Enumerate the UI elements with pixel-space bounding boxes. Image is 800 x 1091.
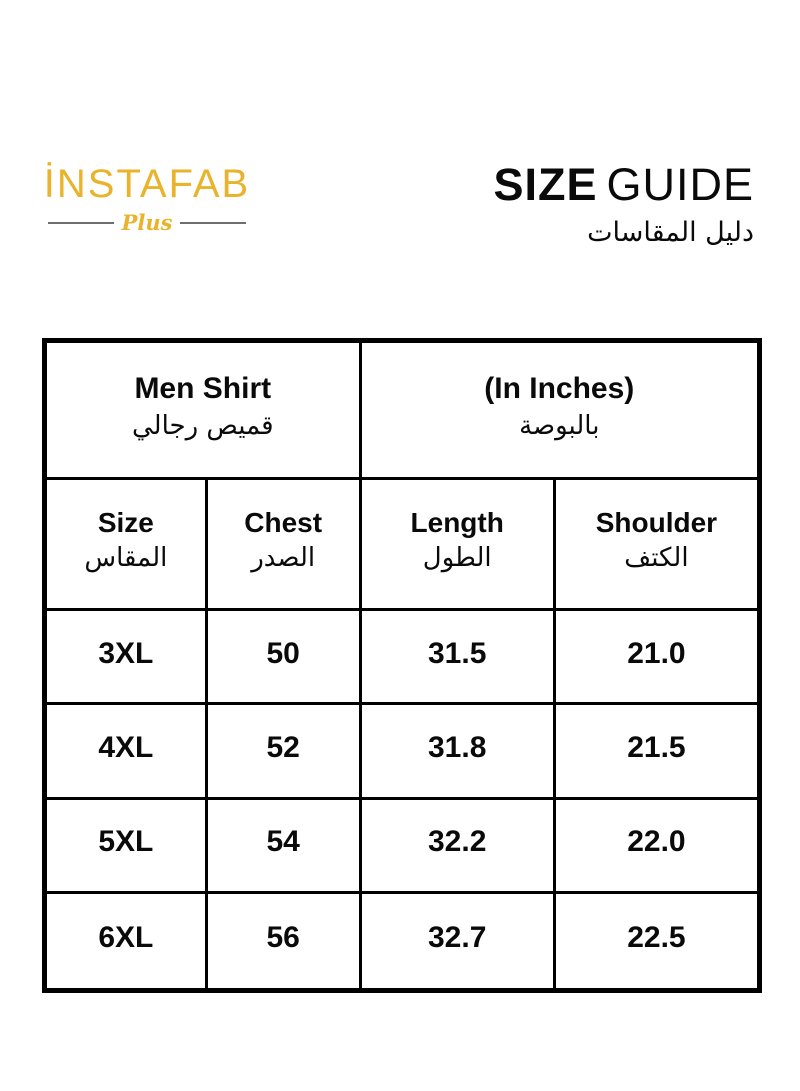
units-label-ar: بالبوصة	[519, 410, 600, 441]
value-3xl-size: 3XL	[98, 636, 154, 670]
value-6xl-shoulder: 22.5	[627, 920, 686, 954]
value-4xl-shoulder: 21.5	[627, 730, 686, 764]
value-6xl-size: 6XL	[98, 920, 154, 954]
col-header-size-ar: المقاس	[84, 543, 168, 574]
brand-plus-label: Plus	[121, 210, 173, 235]
cell-6xl-size: 6XL	[47, 893, 208, 988]
cell-6xl-chest: 56	[208, 893, 362, 988]
product-name-ar: قميص رجالي	[131, 410, 274, 441]
value-5xl-chest: 54	[266, 825, 300, 859]
value-3xl-length: 31.5	[428, 636, 487, 670]
col-header-shoulder-en: Shoulder	[595, 507, 718, 539]
col-header-size-en: Size	[97, 507, 154, 539]
cell-4xl-size: 4XL	[47, 705, 208, 800]
title-arabic: دليل المقاسات	[587, 216, 754, 248]
cell-3xl-chest: 50	[207, 611, 362, 706]
title-guide-word: GUIDE	[606, 159, 754, 210]
col-header-length-ar: الطول	[422, 543, 492, 574]
brand-rule-left	[47, 221, 114, 224]
value-5xl-length: 32.2	[428, 825, 487, 859]
cell-4xl-chest: 52	[207, 705, 362, 800]
value-4xl-length: 31.8	[428, 730, 487, 764]
col-header-shoulder-ar: الكتف	[624, 543, 689, 574]
title-english: SIZE GUIDE	[493, 160, 754, 210]
product-name-en: Men Shirt	[134, 372, 272, 405]
value-5xl-shoulder: 22.0	[627, 825, 686, 859]
cell-5xl-chest: 54	[207, 799, 362, 894]
cell-3xl-length: 31.5	[361, 611, 556, 706]
col-header-length: Length الطول	[361, 480, 556, 611]
value-3xl-shoulder: 21.0	[627, 636, 686, 670]
cell-4xl-length: 31.8	[361, 705, 556, 800]
col-header-chest-ar: الصدر	[251, 543, 316, 574]
col-header-chest-en: Chest	[244, 507, 323, 539]
title-size-word: SIZE	[493, 159, 598, 210]
value-4xl-chest: 52	[266, 730, 300, 764]
cell-3xl-shoulder: 21.0	[555, 611, 757, 706]
value-6xl-length: 32.7	[428, 920, 487, 954]
page-title: SIZE GUIDE دليل المقاسات	[493, 160, 754, 249]
col-header-shoulder: Shoulder الكتف	[555, 480, 757, 611]
value-6xl-chest: 56	[266, 920, 300, 954]
cell-5xl-size: 5XL	[47, 799, 208, 894]
cell-6xl-length: 32.7	[362, 893, 556, 988]
cell-6xl-shoulder: 22.5	[556, 894, 757, 988]
brand-tagline-row: Plus	[42, 212, 252, 233]
units-label-en: (In Inches)	[484, 372, 635, 405]
cell-5xl-shoulder: 22.0	[555, 800, 757, 894]
col-header-size: Size المقاس	[47, 480, 208, 611]
value-3xl-chest: 50	[266, 636, 300, 670]
brand-rule-right	[180, 221, 247, 224]
cell-5xl-length: 32.2	[361, 799, 556, 894]
size-guide-table: Men Shirt قميص رجالي (In Inches) بالبوصة…	[42, 338, 762, 993]
value-4xl-size: 4XL	[98, 730, 154, 764]
col-header-chest: Chest الصدر	[207, 480, 362, 611]
col-header-length-en: Length	[410, 507, 504, 539]
brand-logo: İNSTAFAB Plus	[42, 162, 252, 233]
product-header-cell: Men Shirt قميص رجالي	[47, 343, 362, 480]
cell-4xl-shoulder: 21.5	[555, 705, 757, 800]
value-5xl-size: 5XL	[98, 825, 154, 859]
brand-name: İNSTAFAB	[43, 162, 251, 206]
cell-3xl-size: 3XL	[47, 611, 208, 706]
units-header-cell: (In Inches) بالبوصة	[361, 343, 757, 480]
